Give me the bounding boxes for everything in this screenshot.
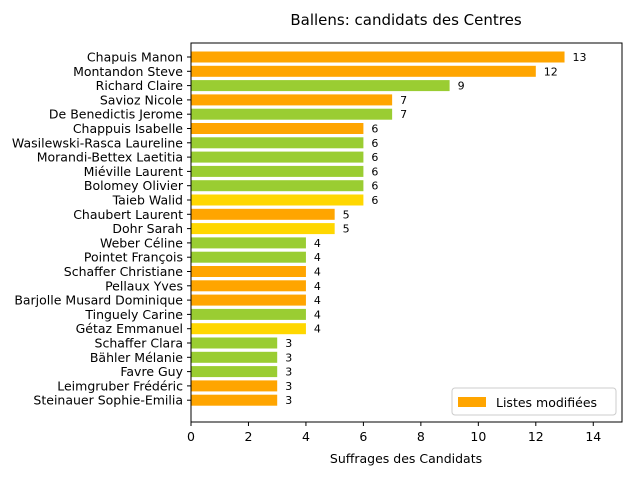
bar (191, 394, 278, 406)
y-tick-label: Gétaz Emmanuel (76, 321, 183, 336)
bar-value-label: 7 (400, 94, 407, 107)
bar (191, 380, 278, 392)
bar-value-label: 3 (285, 366, 292, 379)
y-tick-label: Chaubert Laurent (73, 207, 183, 222)
y-tick-label: Tinguely Carine (84, 307, 183, 322)
bar (191, 94, 393, 106)
bar-value-label: 4 (314, 308, 321, 321)
y-tick-label: De Benedictis Jerome (49, 107, 183, 122)
bar (191, 165, 364, 177)
y-tick-label: Morandi-Bettex Laetitia (37, 150, 183, 165)
bar-value-label: 5 (343, 223, 350, 236)
bar-value-label: 6 (371, 180, 378, 193)
y-tick-label: Barjolle Musard Dominique (14, 293, 183, 308)
y-tick-label: Richard Claire (96, 78, 184, 93)
bar (191, 266, 306, 277)
bar-value-label: 4 (314, 266, 321, 279)
y-tick-label: Favre Guy (120, 364, 183, 379)
x-axis-ticks: 0 2 4 6 8 10 12 14 (187, 422, 601, 444)
bar-value-label: 4 (314, 280, 321, 293)
bar (191, 351, 278, 363)
bars-layer (191, 51, 565, 406)
legend-swatch (458, 397, 486, 407)
bar-value-label: 3 (285, 380, 292, 393)
y-tick-label: Bolomey Olivier (84, 178, 184, 193)
bar-value-label: 7 (400, 108, 407, 121)
bar-value-label: 6 (371, 151, 378, 164)
bar (191, 294, 306, 306)
y-tick-label: Montandon Steve (73, 64, 183, 79)
legend-label: Listes modifiées (496, 395, 597, 410)
bar-value-label: 3 (285, 337, 292, 350)
bar-value-label: 9 (458, 80, 465, 93)
x-tick-label: 8 (417, 429, 425, 444)
y-tick-label: Pellaux Yves (105, 278, 183, 293)
y-tick-label: Steinauer Sophie-Emilia (33, 393, 183, 408)
x-tick-label: 10 (470, 429, 486, 444)
bar (191, 51, 565, 63)
bar (191, 223, 335, 235)
bar (191, 251, 306, 263)
bar (191, 65, 536, 77)
y-tick-label: Schaffer Christiane (64, 264, 184, 279)
y-tick-label: Leimgruber Frédéric (57, 378, 183, 393)
y-tick-label: Taieb Walid (112, 193, 183, 208)
y-tick-label: Savioz Nicole (100, 92, 183, 107)
y-tick-label: Weber Céline (100, 235, 183, 250)
y-tick-label: Chapuis Manon (87, 50, 183, 65)
bar-value-label: 4 (314, 237, 321, 250)
bar-value-label: 5 (343, 208, 350, 221)
bar (191, 237, 306, 249)
bar (191, 308, 306, 320)
bar-value-label: 6 (371, 194, 378, 207)
bar-value-label: 13 (573, 51, 587, 64)
x-tick-label: 12 (528, 429, 544, 444)
x-axis-label: Suffrages des Candidats (330, 451, 482, 466)
x-tick-label: 2 (244, 429, 252, 444)
bar (191, 337, 278, 349)
bar-value-label: 4 (314, 323, 321, 336)
bar-value-label: 6 (371, 123, 378, 136)
bar (191, 137, 364, 149)
x-tick-label: 0 (187, 429, 195, 444)
bar-value-label: 4 (314, 251, 321, 264)
y-tick-label: Bähler Mélanie (90, 350, 183, 365)
y-tick-label: Pointet François (84, 250, 183, 265)
x-tick-label: 4 (302, 429, 310, 444)
bar-value-label: 4 (314, 294, 321, 307)
plot-frame (190, 42, 623, 423)
chart-title: Ballens: candidats des Centres (290, 11, 521, 29)
bar-value-label: 3 (285, 394, 292, 407)
bar-value-label: 6 (371, 137, 378, 150)
x-tick-label: 6 (359, 429, 367, 444)
y-tick-label: Chappuis Isabelle (73, 121, 183, 136)
y-tick-label: Wasilewski-Rasca Laureline (12, 135, 183, 150)
bar-value-label: 3 (285, 351, 292, 364)
y-tick-label: Schaffer Clara (95, 336, 183, 351)
bar (191, 366, 278, 378)
bar (191, 180, 364, 192)
bar-value-label: 6 (371, 165, 378, 178)
bar (191, 80, 450, 92)
legend-box (451, 387, 617, 416)
bar (191, 108, 393, 120)
legend: Listes modifiées (451, 387, 617, 416)
x-tick-label: 14 (585, 429, 601, 444)
bar (191, 123, 364, 134)
bar-value-label: 12 (544, 65, 558, 78)
bar (191, 280, 306, 292)
bar (191, 194, 364, 206)
y-tick-label: Dohr Sarah (112, 221, 183, 236)
bar (191, 323, 306, 335)
bar (191, 208, 335, 220)
bar (191, 151, 364, 163)
y-tick-label: Miéville Laurent (84, 164, 183, 179)
